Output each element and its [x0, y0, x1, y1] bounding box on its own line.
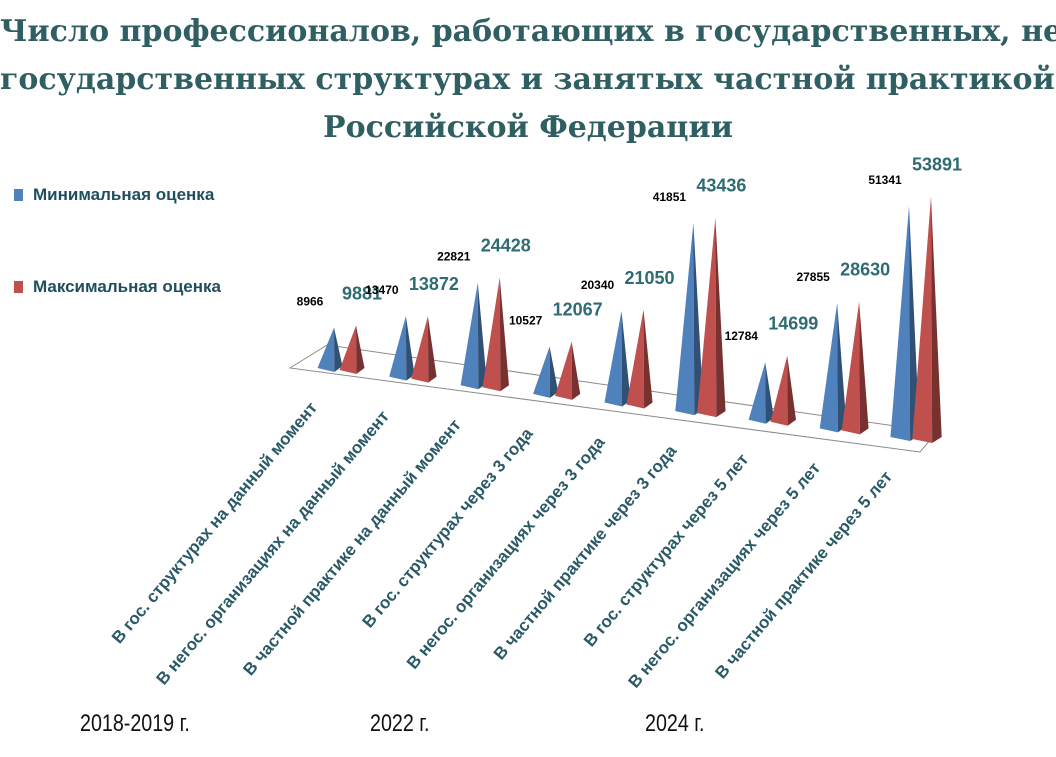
data-label-min: 10527 [509, 314, 543, 328]
data-label-min: 51341 [868, 173, 902, 187]
chart-title-line-1: Число профессионалов, работающих в госуд… [0, 14, 1056, 49]
bar-max [841, 301, 869, 435]
data-label-max: 53891 [912, 154, 962, 174]
x-tick-label: В частной практике через 5 лет [711, 467, 896, 682]
chart-title: Число профессионалов, работающих в госуд… [0, 8, 1056, 152]
bar-min [317, 327, 343, 372]
legend-swatch-min [14, 189, 23, 201]
bar-min [604, 310, 631, 407]
data-label-min: 8966 [297, 295, 324, 309]
x-tick-label: В гос. структурах через 5 лет [580, 450, 752, 650]
bar-max [339, 325, 365, 374]
bar-max [697, 217, 726, 418]
bar-min [675, 222, 704, 416]
data-label-max: 43436 [696, 176, 746, 196]
data-label-max: 21050 [624, 268, 674, 288]
bar-min [389, 316, 415, 381]
bar-max [555, 341, 581, 400]
bar-min [819, 303, 847, 433]
period-label-2024: 2024 г. [645, 710, 705, 737]
chart-title-line-2: государственных структурах и занятых час… [0, 62, 1056, 97]
bar-min [748, 362, 774, 424]
bar-max [482, 277, 509, 392]
bar-max [912, 196, 942, 443]
legend-label-min: Минимальная оценка [33, 185, 215, 204]
period-label-2022: 2022 г. [370, 710, 430, 737]
x-tick-label: В гос. структурах через 3 года [358, 424, 537, 632]
legend-item-max: Максимальная оценка [14, 277, 221, 297]
bar-max [770, 355, 796, 426]
data-label-max: 28630 [840, 260, 890, 280]
data-label-max: 9881 [342, 284, 382, 304]
legend-item-min: Минимальная оценка [14, 185, 214, 205]
data-label-min: 12784 [725, 329, 759, 343]
period-label-2018: 2018-2019 г. [80, 710, 190, 737]
data-label-min: 20340 [581, 278, 615, 292]
bar-max [626, 309, 653, 409]
legend-label-max: Максимальная оценка [33, 277, 221, 296]
data-label-max: 24428 [481, 235, 531, 255]
data-label-max: 12067 [553, 300, 603, 320]
bar-min [533, 346, 559, 398]
bar-max [411, 316, 437, 383]
data-label-min: 13470 [365, 283, 399, 297]
data-label-min: 27855 [796, 270, 830, 284]
chart-title-line-3: Российской Федерации [323, 110, 733, 145]
legend-swatch-max [14, 281, 23, 293]
data-label-max: 14699 [768, 314, 818, 334]
data-label-max: 13872 [409, 274, 459, 294]
data-label-min: 22821 [437, 250, 471, 264]
bar-min [460, 282, 487, 390]
data-label-min: 41851 [653, 190, 687, 204]
